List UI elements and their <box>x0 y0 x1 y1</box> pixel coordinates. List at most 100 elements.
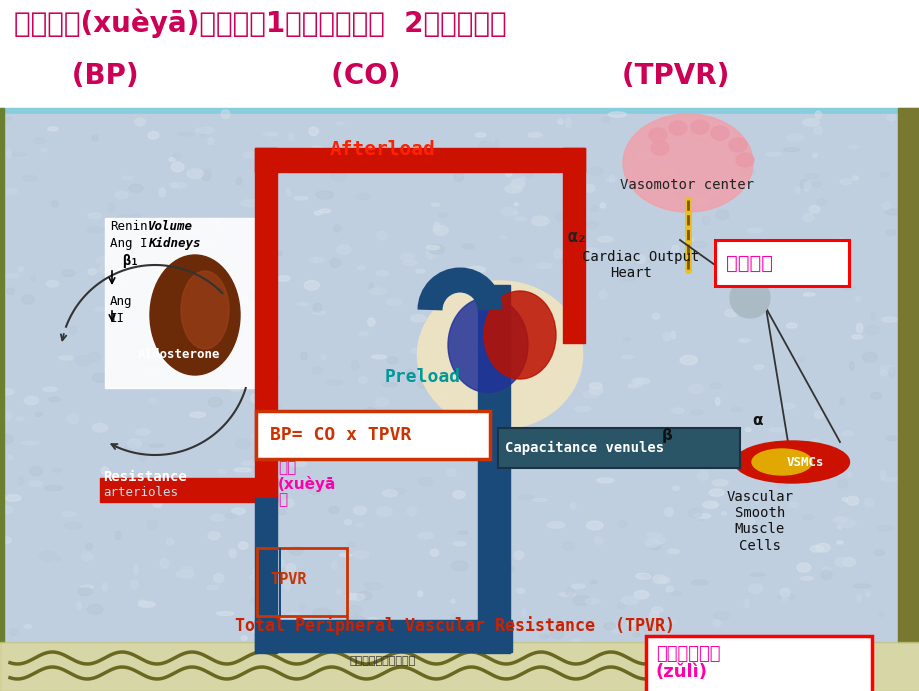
Ellipse shape <box>129 184 143 192</box>
Ellipse shape <box>152 321 161 330</box>
Ellipse shape <box>365 408 374 413</box>
Ellipse shape <box>478 393 493 403</box>
Ellipse shape <box>539 634 548 638</box>
Ellipse shape <box>425 245 439 249</box>
Ellipse shape <box>406 639 411 643</box>
Ellipse shape <box>143 362 156 366</box>
Ellipse shape <box>252 276 261 281</box>
Ellipse shape <box>671 245 678 252</box>
Ellipse shape <box>836 526 841 529</box>
Ellipse shape <box>0 117 12 121</box>
Ellipse shape <box>886 230 895 236</box>
Ellipse shape <box>816 199 825 205</box>
Ellipse shape <box>879 612 883 616</box>
Ellipse shape <box>709 489 723 496</box>
Ellipse shape <box>468 158 476 167</box>
Ellipse shape <box>631 378 649 384</box>
Ellipse shape <box>517 495 533 499</box>
Ellipse shape <box>212 243 219 248</box>
Ellipse shape <box>24 396 39 405</box>
Ellipse shape <box>494 139 498 148</box>
Ellipse shape <box>557 119 562 124</box>
Ellipse shape <box>199 249 208 254</box>
Ellipse shape <box>856 323 862 333</box>
Text: Heart: Heart <box>609 266 652 280</box>
Ellipse shape <box>410 314 425 322</box>
Ellipse shape <box>808 206 819 213</box>
Ellipse shape <box>645 538 658 547</box>
Ellipse shape <box>40 148 47 152</box>
Ellipse shape <box>440 445 452 453</box>
Ellipse shape <box>199 126 206 136</box>
Ellipse shape <box>856 594 860 603</box>
Ellipse shape <box>516 451 528 458</box>
Ellipse shape <box>707 457 720 461</box>
Ellipse shape <box>486 578 502 586</box>
Ellipse shape <box>400 253 414 261</box>
Bar <box>0 642 919 691</box>
Ellipse shape <box>312 311 325 314</box>
Ellipse shape <box>813 411 823 418</box>
Ellipse shape <box>335 589 342 594</box>
Ellipse shape <box>337 457 351 460</box>
Ellipse shape <box>117 305 124 315</box>
Ellipse shape <box>78 588 92 596</box>
Ellipse shape <box>504 462 520 468</box>
Ellipse shape <box>547 522 564 528</box>
Ellipse shape <box>743 599 749 607</box>
Ellipse shape <box>888 368 894 377</box>
Ellipse shape <box>0 537 11 544</box>
Ellipse shape <box>649 611 658 620</box>
Text: Volume: Volume <box>148 220 193 233</box>
Ellipse shape <box>243 152 258 158</box>
Ellipse shape <box>4 274 19 278</box>
Ellipse shape <box>573 285 585 291</box>
Ellipse shape <box>244 384 254 388</box>
Ellipse shape <box>565 587 573 596</box>
Ellipse shape <box>822 567 830 572</box>
Ellipse shape <box>216 612 233 616</box>
Ellipse shape <box>171 162 184 172</box>
Ellipse shape <box>82 553 93 560</box>
Ellipse shape <box>34 138 46 144</box>
Ellipse shape <box>250 393 262 403</box>
Ellipse shape <box>690 120 709 134</box>
Ellipse shape <box>163 478 174 485</box>
Ellipse shape <box>386 299 402 305</box>
Ellipse shape <box>645 533 661 537</box>
Ellipse shape <box>636 255 645 263</box>
Ellipse shape <box>213 285 223 291</box>
Ellipse shape <box>608 175 614 182</box>
Ellipse shape <box>208 351 219 357</box>
Ellipse shape <box>391 489 405 494</box>
Ellipse shape <box>847 145 857 149</box>
Ellipse shape <box>510 257 522 263</box>
Ellipse shape <box>237 296 245 301</box>
Ellipse shape <box>423 155 430 164</box>
Ellipse shape <box>24 625 31 628</box>
Ellipse shape <box>799 357 804 362</box>
Ellipse shape <box>501 566 514 572</box>
Ellipse shape <box>51 201 58 207</box>
Ellipse shape <box>765 152 780 156</box>
Ellipse shape <box>730 408 742 412</box>
Ellipse shape <box>136 220 153 225</box>
Ellipse shape <box>711 480 728 486</box>
Ellipse shape <box>367 617 378 624</box>
Ellipse shape <box>879 370 886 376</box>
Ellipse shape <box>80 585 94 589</box>
Ellipse shape <box>766 511 782 516</box>
Ellipse shape <box>836 480 846 488</box>
Ellipse shape <box>289 460 306 466</box>
Ellipse shape <box>777 480 788 486</box>
Ellipse shape <box>760 238 766 243</box>
Ellipse shape <box>30 466 42 476</box>
Text: TPVR: TPVR <box>269 573 306 587</box>
Ellipse shape <box>530 448 547 455</box>
Ellipse shape <box>0 388 14 395</box>
Text: (zǔlì): (zǔlì) <box>655 663 708 681</box>
Ellipse shape <box>667 549 678 553</box>
Ellipse shape <box>481 366 497 374</box>
Ellipse shape <box>417 281 582 429</box>
Ellipse shape <box>327 380 342 385</box>
